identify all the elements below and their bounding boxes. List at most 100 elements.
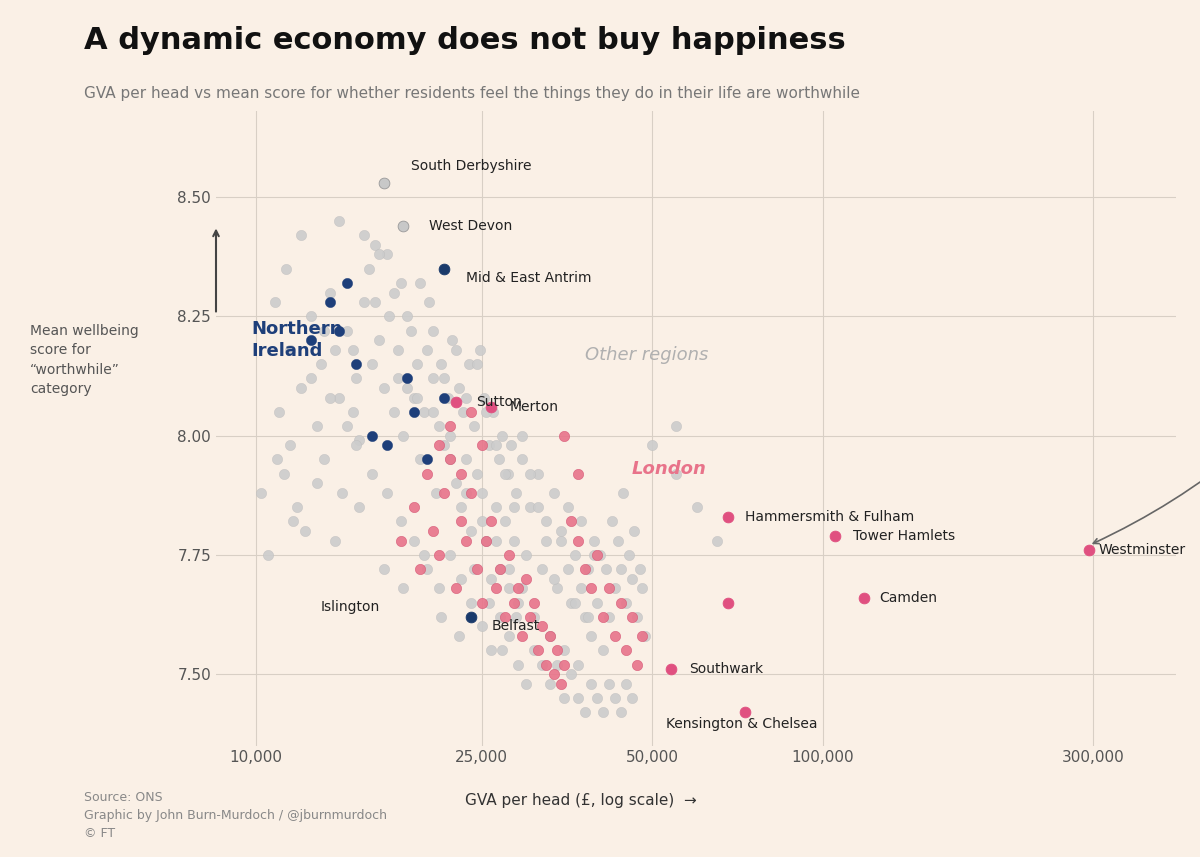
Point [434,372,454,386]
Point [268,452,287,466]
Point [854,591,874,605]
Point [540,629,559,643]
Point [270,405,289,419]
Point [410,562,430,576]
Point [332,486,352,500]
Point [472,596,491,609]
Point [544,486,563,500]
Point [517,572,536,585]
Point [581,581,600,595]
Point [736,705,755,719]
Point [424,405,443,419]
Point [1080,543,1099,557]
Point [258,548,277,561]
Point [464,562,484,576]
Point [493,644,512,657]
Point [470,343,490,357]
Text: GVA per head (£, log scale)  →: GVA per head (£, log scale) → [464,794,697,808]
Point [362,428,382,442]
Point [394,581,413,595]
Point [600,677,619,691]
Point [424,324,443,338]
Point [404,405,424,419]
Point [362,467,382,481]
Point [472,486,491,500]
Point [343,343,362,357]
Point [493,428,512,442]
Point [414,548,433,561]
Point [481,644,500,657]
Point [343,405,362,419]
Point [565,548,584,561]
Point [480,438,499,452]
Point [389,372,408,386]
Point [536,657,556,671]
Point [398,309,418,323]
Text: Northern
Ireland: Northern Ireland [251,321,342,361]
Point [502,438,521,452]
Text: West Devon: West Devon [430,219,512,233]
Point [551,524,570,538]
Point [307,419,326,433]
Point [347,357,366,371]
Text: Even in London’s most
dynamic areas, people
are less likely than average
to say : Even in London’s most dynamic areas, peo… [1093,255,1200,543]
Point [314,324,334,338]
Point [462,524,481,538]
Point [540,677,559,691]
Point [500,548,520,561]
Point [622,572,641,585]
Point [380,309,400,323]
Point [462,486,481,500]
Point [404,500,424,514]
Point [491,562,510,576]
Point [434,262,454,276]
Point [544,668,563,681]
Point [512,629,532,643]
Point [349,500,368,514]
Point [486,534,505,548]
Point [575,705,594,719]
Point [707,534,726,548]
Point [320,285,340,299]
Point [581,629,600,643]
Point [359,262,378,276]
Point [584,534,604,548]
Point [301,309,320,323]
Point [635,629,654,643]
Point [661,662,680,676]
Text: Kensington & Chelsea: Kensington & Chelsea [666,717,818,731]
Point [365,296,384,309]
Point [594,610,613,624]
Text: Other regions: Other regions [584,345,708,363]
Text: Mean wellbeing
score for
“worthwhile”
category: Mean wellbeing score for “worthwhile” ca… [30,324,139,396]
Point [462,610,481,624]
Point [446,581,466,595]
Point [467,562,486,576]
Point [276,262,295,276]
Point [430,419,449,433]
Point [464,419,484,433]
Point [275,467,294,481]
Point [575,610,594,624]
Point [533,562,552,576]
Point [430,581,449,595]
Point [398,381,418,395]
Point [431,357,450,371]
Point [347,372,366,386]
Point [551,534,570,548]
Point [325,343,344,357]
Point [440,548,460,561]
Point [606,629,625,643]
Point [588,548,607,561]
Point [562,514,581,528]
Point [454,405,473,419]
Point [554,691,574,704]
Point [628,610,647,624]
Point [628,657,647,671]
Point [619,548,638,561]
Point [292,229,311,243]
Text: South Derbyshire: South Derbyshire [412,159,532,173]
Point [602,514,622,528]
Point [536,514,556,528]
Point [575,562,594,576]
